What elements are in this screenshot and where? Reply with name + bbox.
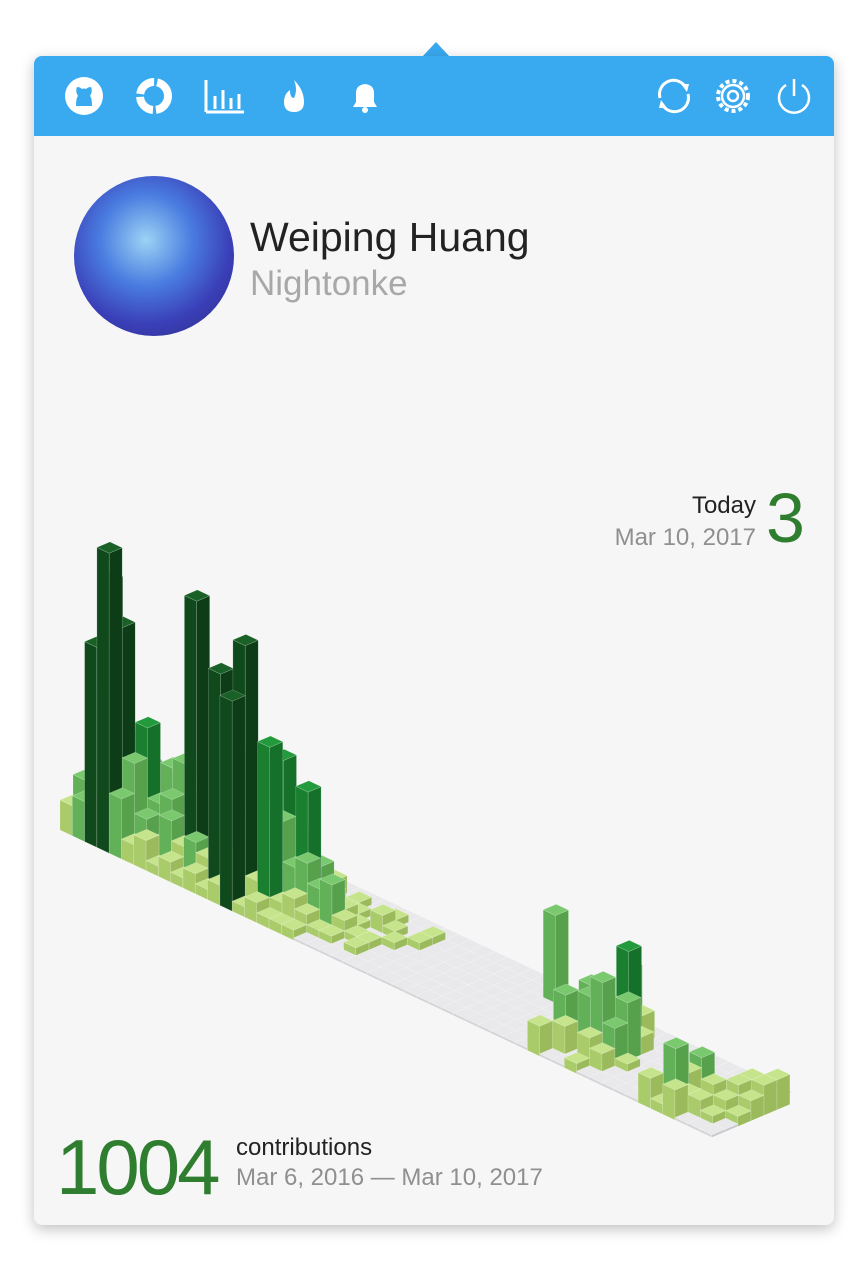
cube-top-face — [381, 919, 409, 932]
cube-top-face — [295, 780, 322, 793]
date-range: Mar 6, 2016 — Mar 10, 2017 — [236, 1164, 543, 1191]
toolbar — [34, 56, 834, 136]
cube-left-face — [133, 834, 147, 871]
cube-top-face — [688, 1046, 716, 1058]
cube-top-face — [614, 1052, 641, 1065]
settings-icon[interactable] — [713, 76, 753, 116]
cube-left-face — [84, 641, 98, 848]
contribution-cube — [724, 1104, 752, 1127]
contribution-cube — [552, 1014, 579, 1057]
cube-top-face — [614, 991, 642, 1004]
cube-top-face — [294, 851, 322, 864]
cube-right-face — [244, 639, 259, 907]
cube-top-face — [698, 1123, 726, 1136]
cube-left-face — [96, 547, 110, 854]
cube-top-face — [96, 541, 123, 554]
cube-top-face — [615, 940, 643, 952]
cube-top-face — [419, 925, 447, 938]
cube-left-face — [257, 741, 271, 918]
today-label: Today — [691, 492, 756, 519]
popover-arrow — [422, 42, 450, 57]
cube-top-face — [134, 716, 162, 729]
cube-left-face — [108, 792, 122, 860]
contribution-cube — [183, 589, 211, 872]
cube-top-face — [219, 689, 246, 702]
cube-left-face — [219, 695, 233, 912]
contribution-cube — [96, 541, 123, 854]
cube-top-face — [183, 589, 211, 602]
cube-right-face — [269, 741, 284, 918]
cube-top-face — [232, 634, 259, 646]
contribution-cube — [280, 918, 308, 941]
quit-icon[interactable] — [774, 76, 814, 116]
cube-top-face — [256, 735, 284, 748]
cube-top-face — [737, 1089, 765, 1102]
cube-left-face — [59, 799, 73, 837]
cube-right-face — [763, 1079, 778, 1116]
cube-left-face — [208, 667, 221, 895]
today-count: 3 — [766, 479, 805, 557]
cube-top-face — [345, 891, 373, 903]
contribution-cube — [698, 1123, 726, 1138]
notifications-icon[interactable] — [345, 76, 385, 116]
trending-icon[interactable] — [274, 76, 314, 116]
cube-top-face — [342, 936, 370, 949]
user-login: Nightonke — [250, 264, 408, 303]
cube-top-face — [121, 751, 149, 764]
popover: Weiping Huang Nightonke Today Mar 10, 20… — [34, 56, 834, 1225]
cube-right-face — [196, 595, 210, 872]
cube-top-face — [542, 903, 570, 916]
cube-top-face — [588, 1042, 616, 1055]
cube-top-face — [662, 1078, 689, 1091]
cube-right-face — [231, 695, 246, 912]
contribution-cube — [662, 1078, 689, 1121]
avatar[interactable] — [74, 176, 234, 336]
total-contributions: 1004 — [56, 1123, 221, 1211]
cube-top-face — [108, 787, 136, 800]
github-icon[interactable] — [64, 76, 104, 116]
contribution-cube — [588, 1042, 616, 1075]
cube-top-face — [331, 909, 358, 922]
cube-top-face — [369, 904, 397, 916]
contribution-cube — [526, 1014, 554, 1057]
cube-left-face — [184, 595, 197, 872]
cube-left-face — [527, 1020, 540, 1057]
cube-top-face — [724, 1104, 752, 1117]
contribution-cube — [406, 931, 434, 954]
cube-top-face — [406, 931, 434, 944]
contribution-cube — [219, 689, 246, 912]
user-name: Weiping Huang — [250, 214, 530, 260]
cube-left-face — [637, 1072, 651, 1109]
contribution-cube — [256, 735, 284, 918]
total-label: contributions — [236, 1134, 373, 1161]
cube-right-face — [627, 997, 642, 1064]
cube-left-face — [72, 795, 85, 842]
refresh-icon[interactable] — [654, 76, 694, 116]
cube-top-face — [589, 971, 617, 983]
cube-left-face — [662, 1083, 676, 1121]
cube-top-face — [319, 873, 346, 886]
cube-top-face — [750, 1073, 778, 1086]
today-date: Mar 10, 2017 — [614, 524, 756, 551]
stats-icon[interactable] — [134, 76, 174, 116]
contribution-chart — [59, 541, 792, 1138]
cube-top-face — [601, 1016, 629, 1029]
cube-top-face — [662, 1037, 690, 1049]
chart-icon[interactable] — [204, 76, 244, 116]
cube-right-face — [776, 1074, 791, 1111]
